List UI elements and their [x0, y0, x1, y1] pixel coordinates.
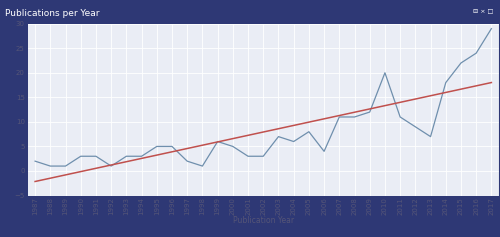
- Text: Publications per Year: Publications per Year: [5, 9, 100, 18]
- X-axis label: Publication Year: Publication Year: [232, 216, 294, 225]
- Text: ⊟ × □: ⊟ × □: [472, 9, 493, 14]
